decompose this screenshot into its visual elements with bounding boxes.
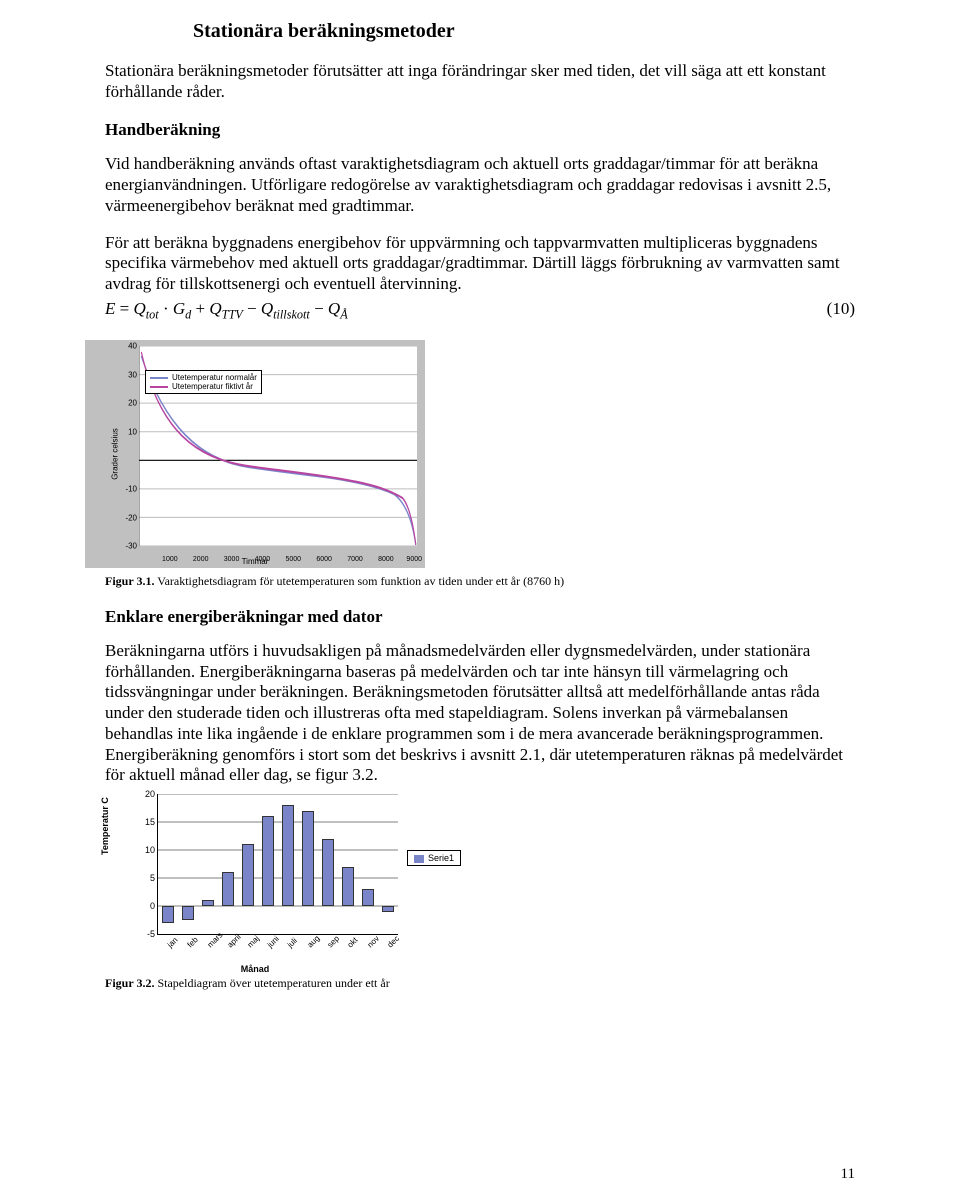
section-enklare-title: Enklare energiberäkningar med dator [105, 607, 855, 627]
chart2-xtick-label: dec [386, 934, 401, 949]
chart2-xticks: janfebmarsaprilmajjunijuliaugsepoktnovde… [157, 936, 397, 960]
chart2-xtick-label: juni [266, 934, 281, 949]
chart2-bar [362, 889, 374, 906]
equation-body: E = Qtot · Gd + QTTV − Qtillskott − QÅ [105, 299, 348, 322]
chart2-bar [222, 872, 234, 906]
chart2-xtick-label: feb [186, 935, 200, 949]
chart2-xtick-label: sep [326, 934, 341, 949]
section-handberakning-title: Handberäkning [105, 120, 855, 140]
chart2-legend-swatch [414, 855, 424, 863]
chart2-bar [242, 844, 254, 906]
chart2-legend: Serie1 [407, 850, 461, 866]
chart2-bar [382, 906, 394, 912]
chart1-legend: Utetemperatur normalår Utetemperatur fik… [145, 370, 262, 394]
chart2-bar [322, 839, 334, 906]
chart2-bars [158, 794, 398, 934]
equation: E = Qtot · Gd + QTTV − Qtillskott − QÅ (… [105, 299, 855, 322]
chart2-xtick-label: juli [286, 936, 299, 949]
intro-paragraph: Stationära beräkningsmetoder förutsätter… [105, 61, 855, 102]
chart2-plot [157, 794, 398, 935]
chart2-bar [302, 811, 314, 906]
chart2-xtick-label: okt [346, 936, 360, 950]
chart2-bar [182, 906, 194, 920]
chart2-xtick-label: aug [306, 934, 322, 950]
chart2-bar [282, 805, 294, 906]
chart2-xtick-label: nov [366, 934, 381, 949]
monthly-temp-chart: Temperatur C 20 15 10 5 0 -5 janfebm [105, 790, 485, 970]
chart2-bar [162, 906, 174, 923]
equation-number: (10) [827, 299, 855, 319]
duration-chart: Grader celsius 40 30 20 10 -10 -20 -30 [85, 340, 425, 568]
fig32-caption: Figur 3.2. Stapeldiagram över utetempera… [105, 976, 855, 991]
chart2-bar [342, 867, 354, 906]
chart2-xlabel: Månad [241, 964, 270, 974]
chart2-xtick-label: jan [166, 936, 180, 950]
chart1-yticks: 40 30 20 10 -10 -20 -30 [119, 346, 137, 546]
section2-p1: Beräkningarna utförs i huvudsakligen på … [105, 641, 855, 786]
chart2-yticks: 20 15 10 5 0 -5 [139, 794, 155, 934]
fig31-caption: Figur 3.1. Varaktighetsdiagram för utete… [105, 574, 855, 589]
chart2-xtick-label: maj [246, 934, 261, 949]
chart2-bar [202, 900, 214, 906]
section1-p1: Vid handberäkning används oftast varakti… [105, 154, 855, 216]
chart1-xlabel: Timmar [242, 557, 269, 566]
page-title: Stationära beräkningsmetoder [105, 20, 855, 43]
page-number: 11 [841, 1166, 855, 1183]
section1-p2: För att beräkna byggnadens energibehov f… [105, 233, 855, 295]
chart2-bar [262, 816, 274, 906]
chart2-ylabel: Temperatur C [100, 797, 110, 855]
chart1-ylabel: Grader celsius [110, 428, 119, 480]
